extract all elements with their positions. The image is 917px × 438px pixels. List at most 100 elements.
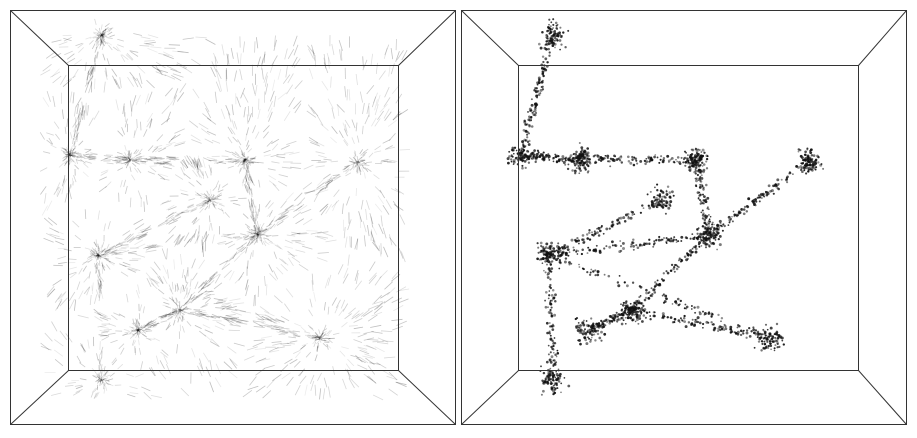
velocity-arrow [344,236,348,248]
particle [688,162,691,165]
particle [776,334,780,337]
particle [526,123,529,126]
particle [820,163,823,165]
particle [576,155,580,158]
particle [661,206,665,209]
particle [550,386,554,390]
velocity-arrow [388,65,391,77]
velocity-arrow [204,138,214,144]
particle [522,143,524,145]
particle [553,342,557,345]
velocity-arrow [272,183,280,192]
inner-frame [68,65,399,371]
velocity-arrow [169,288,174,295]
velocity-arrow [140,36,151,40]
velocity-arrow [291,231,301,235]
particle [548,245,552,249]
velocity-arrow [250,236,255,242]
velocity-arrow [332,201,338,212]
velocity-arrow [353,164,356,170]
velocity-arrow [307,45,315,55]
velocity-arrow [285,192,294,201]
particle [707,213,710,216]
velocity-arrow [99,357,102,365]
particle [600,225,603,227]
velocity-arrow [197,159,201,169]
velocity-arrow [137,65,146,74]
velocity-arrow [150,278,159,285]
velocity-arrow [89,251,95,254]
velocity-arrow [209,215,211,223]
velocity-arrow [88,157,96,160]
velocity-arrow [168,284,173,292]
particle [637,322,640,325]
velocity-arrow [63,175,66,183]
particle [807,160,811,164]
velocity-arrow [252,205,255,213]
velocity-arrow [94,254,98,259]
velocity-arrow [98,249,104,254]
velocity-arrow [287,73,294,84]
velocity-arrow [123,155,129,160]
velocity-arrow [135,289,140,299]
particle [620,317,623,320]
velocity-arrow [370,324,382,328]
velocity-arrow [244,159,248,165]
velocity-arrow [240,160,246,163]
velocity-arrow [380,291,390,299]
velocity-arrow [77,314,89,319]
particle [580,159,584,163]
velocity-arrow [206,199,210,205]
velocity-arrow [164,313,171,317]
velocity-arrow [186,235,194,244]
velocity-arrow [383,296,394,304]
velocity-arrow [134,239,144,246]
particle [683,307,686,310]
velocity-arrow [161,314,168,319]
velocity-arrow [345,172,352,177]
velocity-arrow [256,232,262,236]
velocity-arrow [265,200,271,208]
velocity-arrow [76,385,84,389]
velocity-arrow [231,161,238,163]
particle [707,208,710,211]
particle [573,169,577,173]
particle [691,251,694,254]
velocity-arrow [212,203,218,206]
velocity-arrow [268,111,273,122]
velocity-arrow [220,108,226,120]
particle [578,266,581,268]
velocity-arrow [143,245,154,249]
velocity-arrow [202,283,211,290]
velocity-arrow [200,313,209,317]
velocity-arrow [169,311,176,313]
velocity-arrow [165,214,174,222]
particle [592,322,595,325]
velocity-arrow [194,313,202,315]
velocity-arrow [360,199,364,210]
velocity-arrow [285,208,295,212]
particle [666,200,669,203]
velocity-arrow [156,134,164,142]
particle [627,317,629,319]
velocity-arrow [303,164,314,170]
velocity-arrow [313,336,319,340]
particle [670,190,674,194]
velocity-arrow [102,28,107,33]
velocity-arrow [316,235,329,239]
velocity-arrow [317,115,324,126]
particle [678,257,681,260]
velocity-arrow [156,162,165,165]
particle [710,321,713,324]
velocity-arrow [133,149,138,155]
particle [612,313,615,317]
velocity-arrow [97,279,101,288]
velocity-arrow [42,97,50,108]
velocity-arrow [271,55,278,66]
velocity-arrow [242,158,246,163]
velocity-arrow [388,133,396,141]
velocity-arrow [205,194,210,199]
particle [630,243,633,246]
velocity-arrow [119,239,128,244]
particle [538,155,542,158]
